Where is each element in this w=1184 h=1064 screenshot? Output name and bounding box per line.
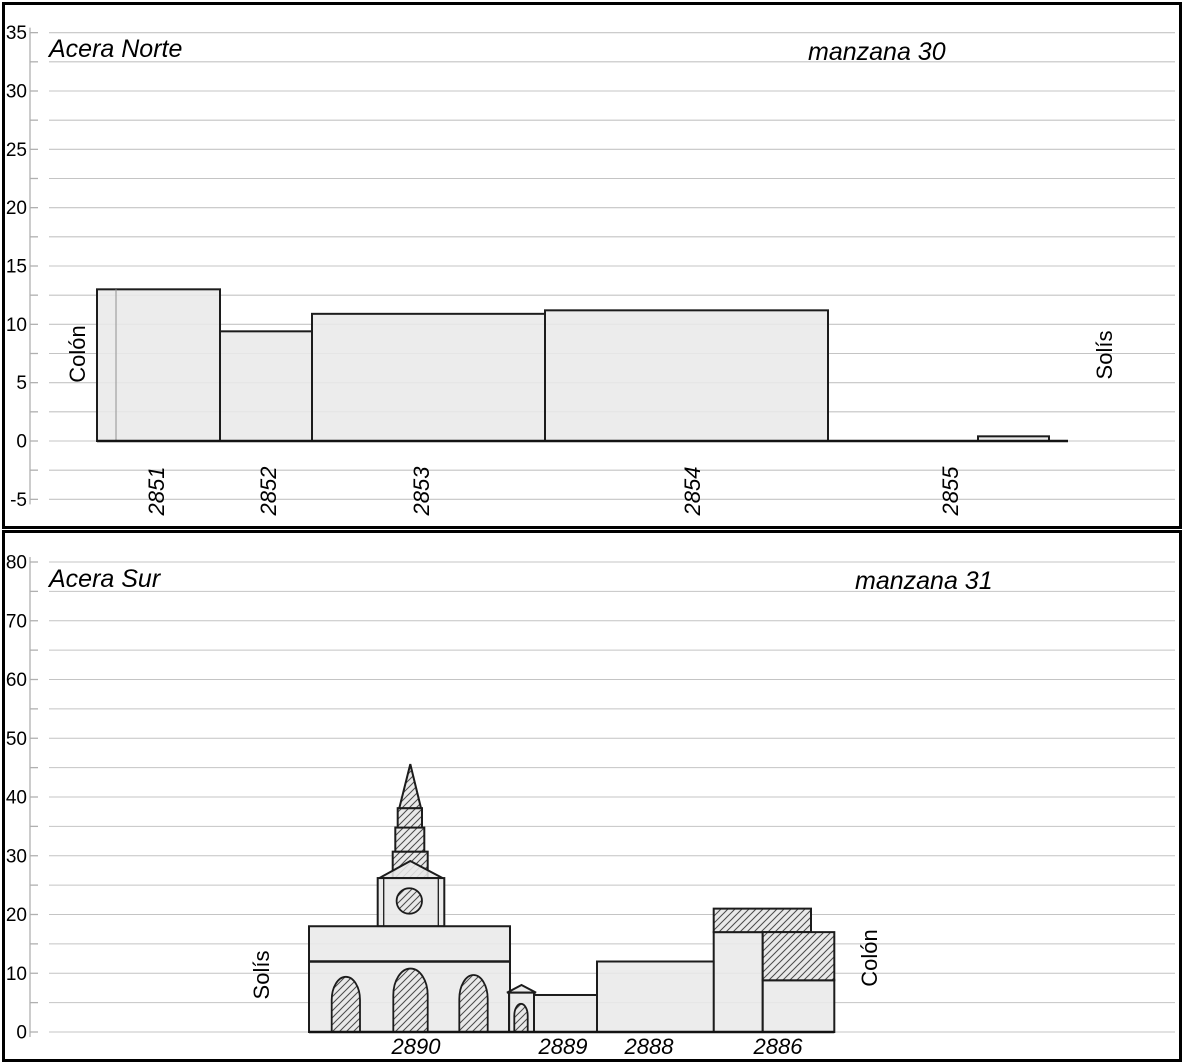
- panel-acera-sur: 80 70 60 50 40 30 20 10 0 2890 2889 2888 2886: [2, 530, 1182, 1062]
- elevation-drawing-north: 35 30 25 20 15 10 5 0 -5 2851 2852 2853 2854 2855: [6, 23, 1175, 517]
- building-number-label: 2855: [938, 466, 963, 517]
- svg-text:0: 0: [16, 432, 27, 453]
- svg-text:20: 20: [6, 905, 27, 926]
- building-number-label: 2854: [680, 467, 705, 517]
- svg-text:80: 80: [6, 553, 27, 574]
- street-label-solis-north: Solís: [1092, 330, 1117, 380]
- svg-text:-5: -5: [10, 490, 27, 511]
- panel-acera-norte: 35 30 25 20 15 10 5 0 -5 2851 2852 2853 2854 2855: [2, 2, 1182, 529]
- svg-text:30: 30: [6, 846, 27, 867]
- panel-title-acera-sur: Acera Sur: [49, 565, 161, 593]
- svg-text:10: 10: [6, 964, 27, 985]
- svg-text:25: 25: [6, 140, 27, 161]
- street-label-colon-north: Colón: [65, 325, 90, 383]
- svg-text:40: 40: [6, 788, 27, 809]
- svg-text:50: 50: [6, 729, 27, 750]
- street-label-solis-south: Solís: [249, 950, 274, 1000]
- building-number-label: 2888: [624, 1034, 675, 1059]
- svg-text:60: 60: [6, 670, 27, 691]
- street-label-colon-south: Colón: [857, 929, 882, 987]
- svg-text:5: 5: [16, 373, 27, 394]
- elevation-drawing-south: 80 70 60 50 40 30 20 10 0 2890 2889 2888 2886: [6, 553, 1175, 1059]
- svg-text:10: 10: [6, 315, 27, 336]
- building-number-label: 2890: [391, 1034, 442, 1059]
- building-number-label: 2852: [256, 467, 281, 517]
- block-label-manzana-30: manzana 30: [808, 38, 946, 66]
- svg-text:20: 20: [6, 198, 27, 219]
- svg-text:35: 35: [6, 23, 27, 44]
- panel-title-acera-norte: Acera Norte: [49, 35, 183, 63]
- building-number-label: 2889: [538, 1034, 588, 1059]
- block-label-manzana-31: manzana 31: [855, 567, 993, 595]
- building-number-label: 2851: [144, 467, 169, 517]
- svg-text:0: 0: [16, 1023, 27, 1044]
- building-number-label: 2853: [409, 466, 434, 517]
- svg-text:70: 70: [6, 611, 27, 632]
- building-number-label: 2886: [753, 1034, 804, 1059]
- svg-text:30: 30: [6, 81, 27, 102]
- svg-text:15: 15: [6, 256, 27, 277]
